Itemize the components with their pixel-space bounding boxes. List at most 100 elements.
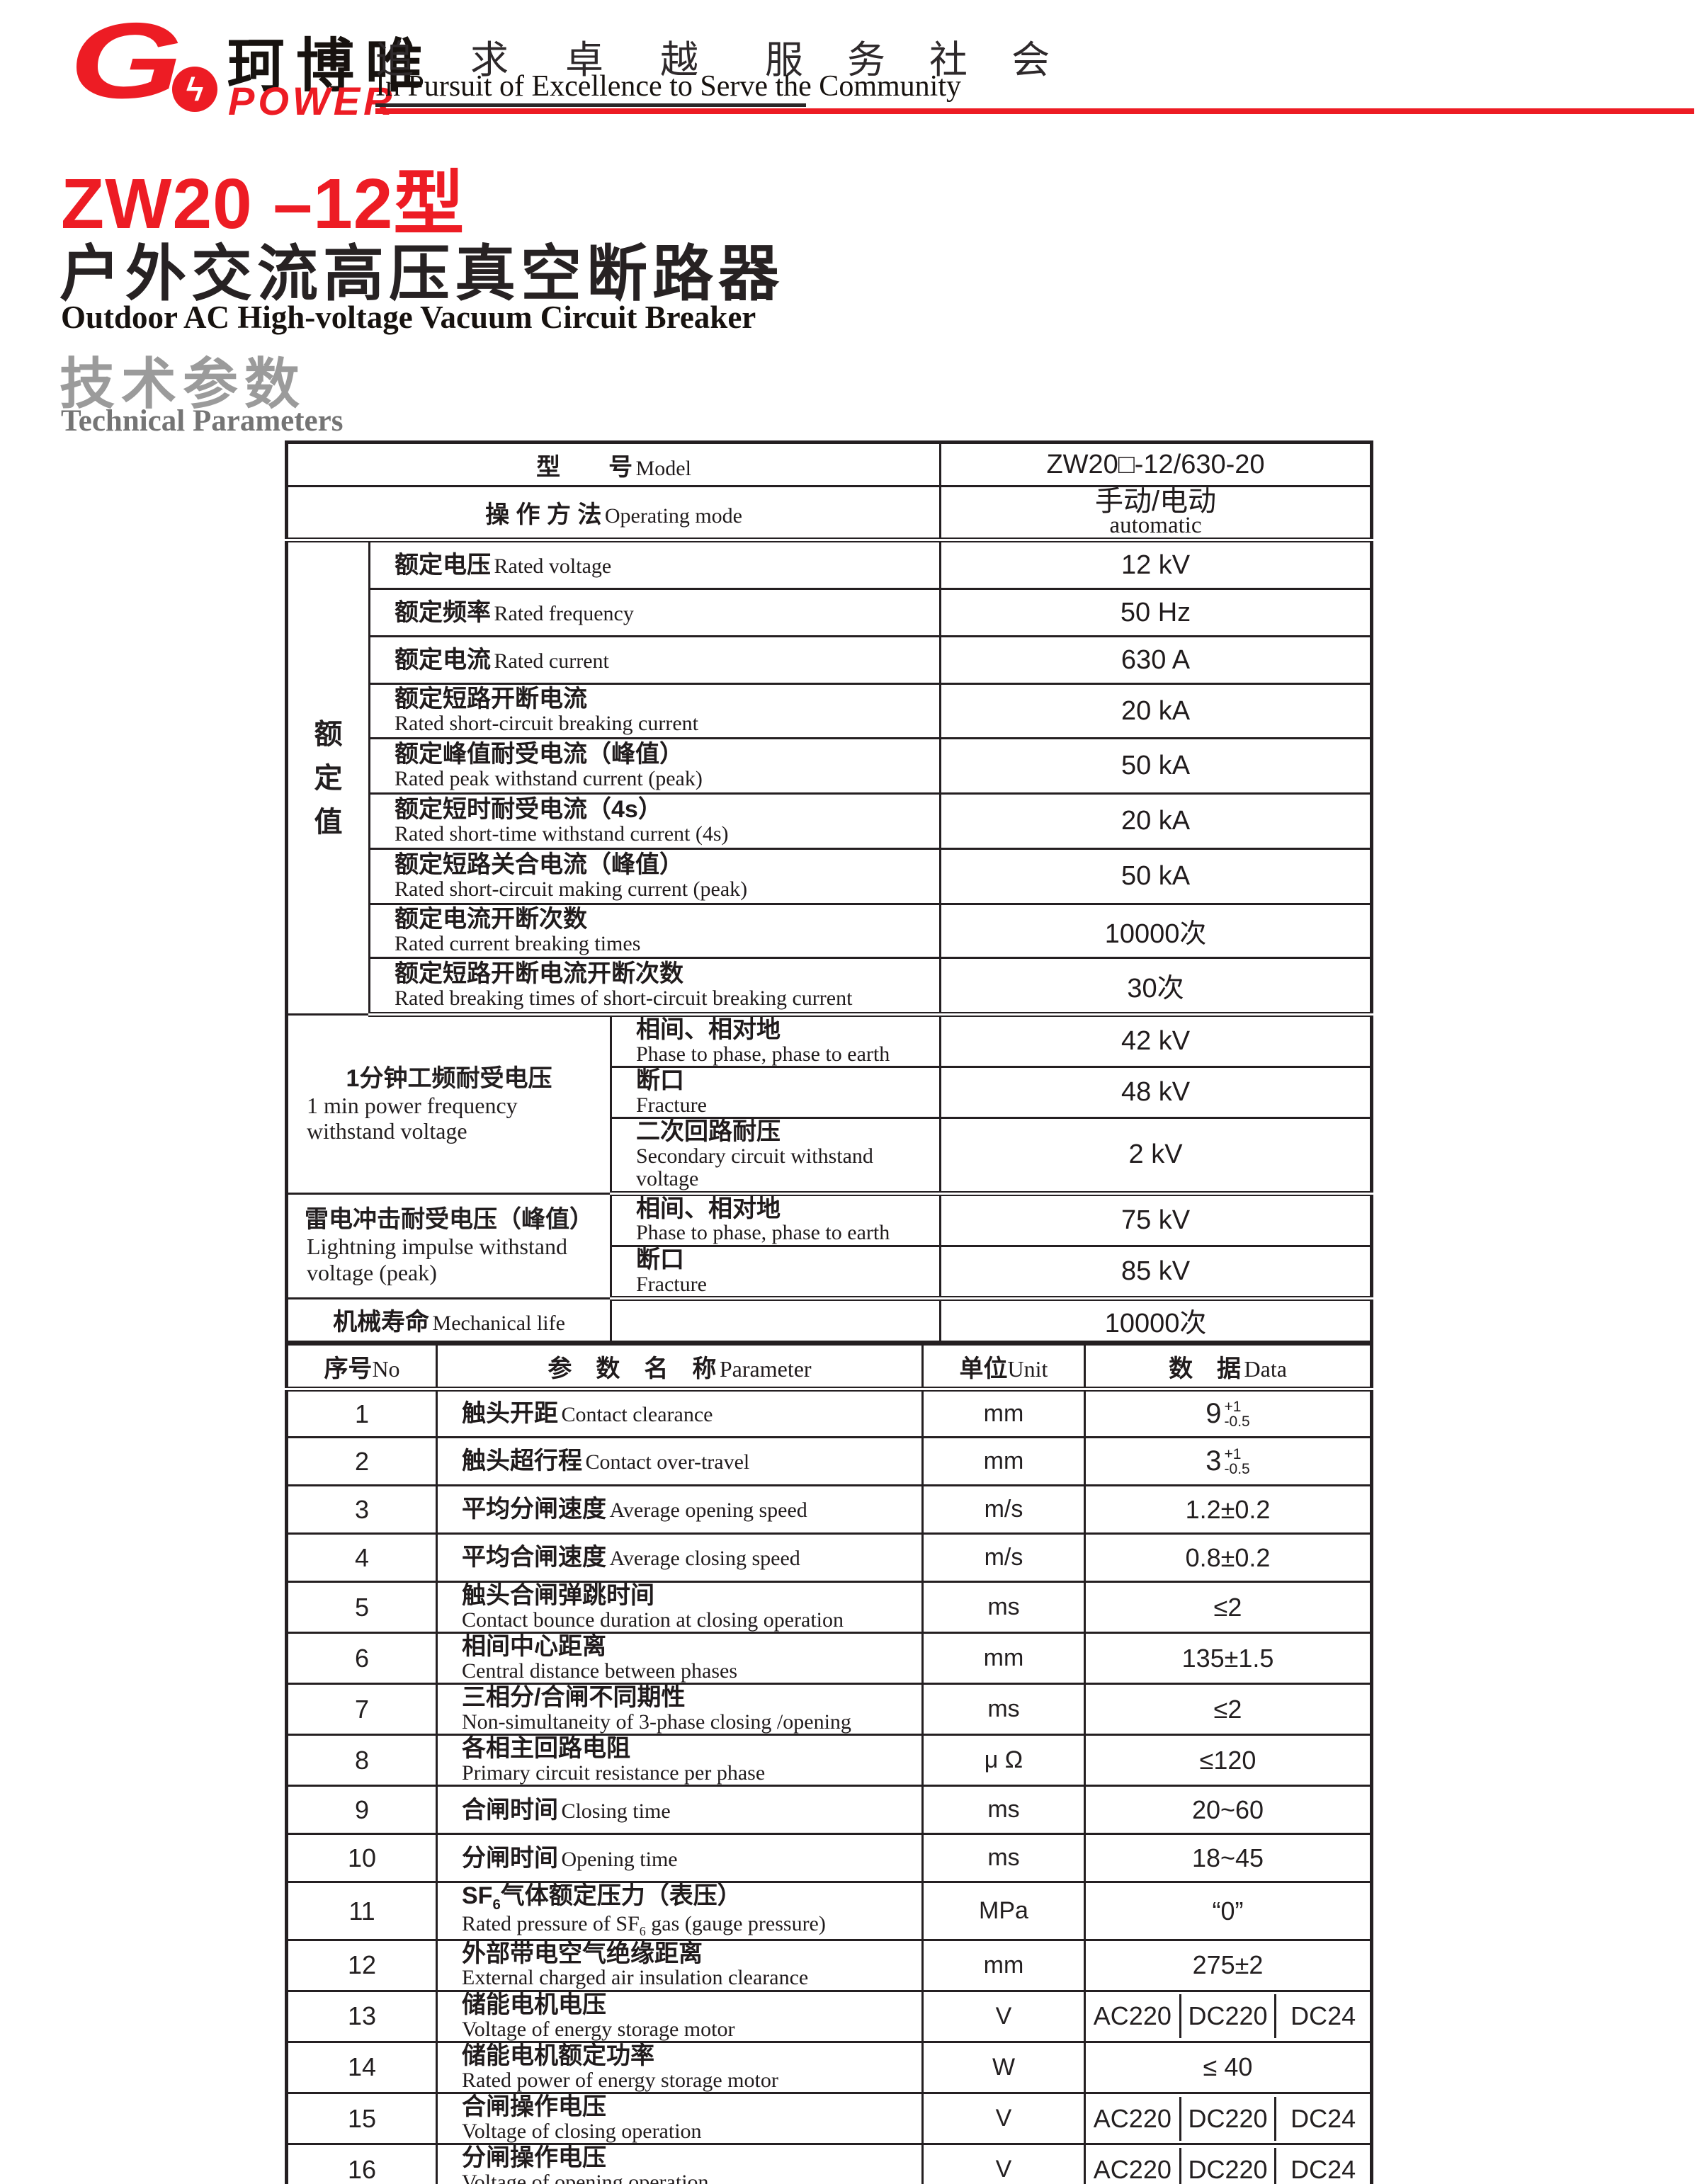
data-cell: 275±2 [1084,1938,1373,1992]
row-no: 11 [285,1881,438,1941]
unit-cell: mm [921,1388,1086,1438]
sub-label-cell: 相间、相对地 Phase to phase, phase to earth [609,1192,942,1247]
data-cell: 3 +1 -0.5 [1084,1436,1373,1486]
param-value-cell: 20 kA [939,792,1373,850]
brand-name-chinese: 珂博唯 [227,34,436,98]
unit-cell: V [921,2143,1086,2184]
unit-cell: V [921,2092,1086,2146]
param-value-cell: 85 kV [939,1244,1373,1301]
tagline-underline [375,103,806,107]
operating-mode-value-cn: 手动/电动 [1094,486,1217,517]
param-value-cell: 2 kV [939,1117,1373,1196]
operating-mode-value-en: automatic [1109,513,1202,538]
param-label-cell: 额定短路开断电流开断次数 Rated breaking times of shor… [368,957,942,1017]
col-header-unit: 单位Unit [921,1343,1086,1392]
section-title-chinese: 技术参数 [59,353,307,415]
param-label-cell: 额定峰值耐受电流（峰值） Rated peak withstand current… [368,737,942,795]
unit-cell: mm [921,1632,1086,1685]
data-cell: 18~45 [1084,1833,1373,1884]
row-no: 15 [285,2092,438,2146]
unit-cell: ms [921,1580,1086,1634]
mechanical-life-label-cell: 机械寿命 Mechanical life [285,1297,612,1343]
data-cell: ≤2 [1084,1683,1373,1736]
sub-label-cell: 二次回路耐压 Secondary circuit withstand voltag… [609,1117,942,1196]
param-label-cell: 额定短时耐受电流（4s） Rated short-time withstand c… [368,792,942,850]
unit-cell: μ Ω [921,1734,1086,1787]
row-no: 8 [285,1734,438,1787]
row-no: 7 [285,1683,438,1736]
row-no: 1 [285,1388,438,1438]
model-label-en: Model [635,456,691,480]
unit-cell: ms [921,1833,1086,1884]
param-name-cell: 合闸时间 Closing time [436,1785,924,1836]
sub-label-cell: 断口 Fracture [609,1244,942,1301]
empty-cell [609,1297,942,1343]
param-value-cell: 75 kV [939,1192,1373,1247]
param-label-cell: 额定短路开断电流 Rated short-circuit breaking cur… [368,683,942,739]
col-header-no: 序号No [285,1343,438,1392]
row-no: 10 [285,1833,438,1884]
data-cell: 9 +1 -0.5 [1084,1388,1373,1438]
operating-mode-label-cn: 操 作 方 法 [485,501,602,528]
model-value-cell: ZW20□-12/630-20 [939,441,1373,487]
data-cell-split: AC220 DC220 DC24 [1084,1989,1373,2043]
product-name-chinese: 户外交流高压真空断路器 [59,240,784,308]
unit-cell: ms [921,1785,1086,1836]
param-name-cell: 相间中心距离 Central distance between phases [436,1632,924,1685]
param-name-cell: SF6气体额定压力（表压） Rated pressure of SF6 gas … [436,1881,924,1941]
data-cell-split: AC220 DC220 DC24 [1084,2143,1373,2184]
data-cell: 0.8±0.2 [1084,1532,1373,1583]
data-cell: 20~60 [1084,1785,1373,1836]
param-label-cell: 额定短路关合电流（峰值） Rated short-circuit making c… [368,848,942,905]
param-value-cell: 42 kV [939,1013,1373,1069]
row-no: 12 [285,1938,438,1992]
operating-mode-label-en: Operating mode [604,504,742,528]
param-name-cell: 三相分/合闸不同期性 Non-simultaneity of 3-phase cl… [436,1683,924,1736]
data-cell: “0” [1084,1881,1373,1941]
param-name-cell: 触头合闸弹跳时间 Contact bounce duration at closi… [436,1580,924,1634]
product-model-title: ZW20 –12型 [61,164,465,244]
section-title-english: Technical Parameters [61,404,344,438]
data-cell: ≤120 [1084,1734,1373,1787]
company-slogan: 追求卓越 服务社会 [375,28,1094,84]
power-frequency-group-label: 1分钟工频耐受电压 1 min power frequency withstan… [285,1013,612,1195]
param-value-cell: 50 kA [939,848,1373,905]
lightning-icon: ϟ [172,67,217,112]
company-tagline-english: In Pursuit of Excellence to Serve the Co… [375,70,961,103]
unit-cell: W [921,2040,1086,2095]
unit-cell: ms [921,1683,1086,1736]
row-no: 2 [285,1436,438,1486]
unit-cell: m/s [921,1484,1086,1535]
unit-cell: mm [921,1938,1086,1992]
sub-label-cell: 断口 Fracture [609,1066,942,1120]
model-label-cell: 型 号 Model [285,441,942,487]
header-red-rule [375,108,1694,114]
rated-values-group-label: 额定值 [285,539,370,1016]
param-name-cell: 触头开距 Contact clearance [436,1388,924,1438]
data-cell-split: AC220 DC220 DC24 [1084,2092,1373,2146]
row-no: 3 [285,1484,438,1535]
param-name-cell: 各相主回路电阻 Primary circuit resistance per ph… [436,1734,924,1787]
param-name-cell: 平均分闸速度 Average opening speed [436,1484,924,1535]
param-value-cell: 30次 [939,957,1373,1017]
sub-label-cell: 相间、相对地 Phase to phase, phase to earth [609,1013,942,1069]
param-name-cell: 触头超行程 Contact over-travel [436,1436,924,1486]
row-no: 13 [285,1989,438,2043]
row-no: 5 [285,1580,438,1634]
unit-cell: MPa [921,1881,1086,1941]
operating-mode-value-cell: 手动/电动 automatic [939,485,1373,542]
param-value-cell: 12 kV [939,539,1373,590]
param-value-cell: 50 kA [939,737,1373,795]
param-name-cell: 储能电机电压 Voltage of energy storage motor [436,1989,924,2043]
param-name-cell: 合闸操作电压 Voltage of closing operation [436,2092,924,2146]
slogan-part-2: 服务社会 [765,39,1094,81]
param-value-cell: 10000次 [939,1297,1373,1343]
lightning-impulse-group-label: 雷电冲击耐受电压（峰值） Lightning impulse withstand… [285,1192,612,1299]
row-no: 16 [285,2143,438,2184]
param-name-cell: 分闸操作电压 Voltage of opening operation [436,2143,924,2184]
param-name-cell: 平均合闸速度 Average closing speed [436,1532,924,1583]
unit-cell: V [921,1989,1086,2043]
product-name-english: Outdoor AC High-voltage Vacuum Circuit B… [61,300,756,335]
row-no: 4 [285,1532,438,1583]
